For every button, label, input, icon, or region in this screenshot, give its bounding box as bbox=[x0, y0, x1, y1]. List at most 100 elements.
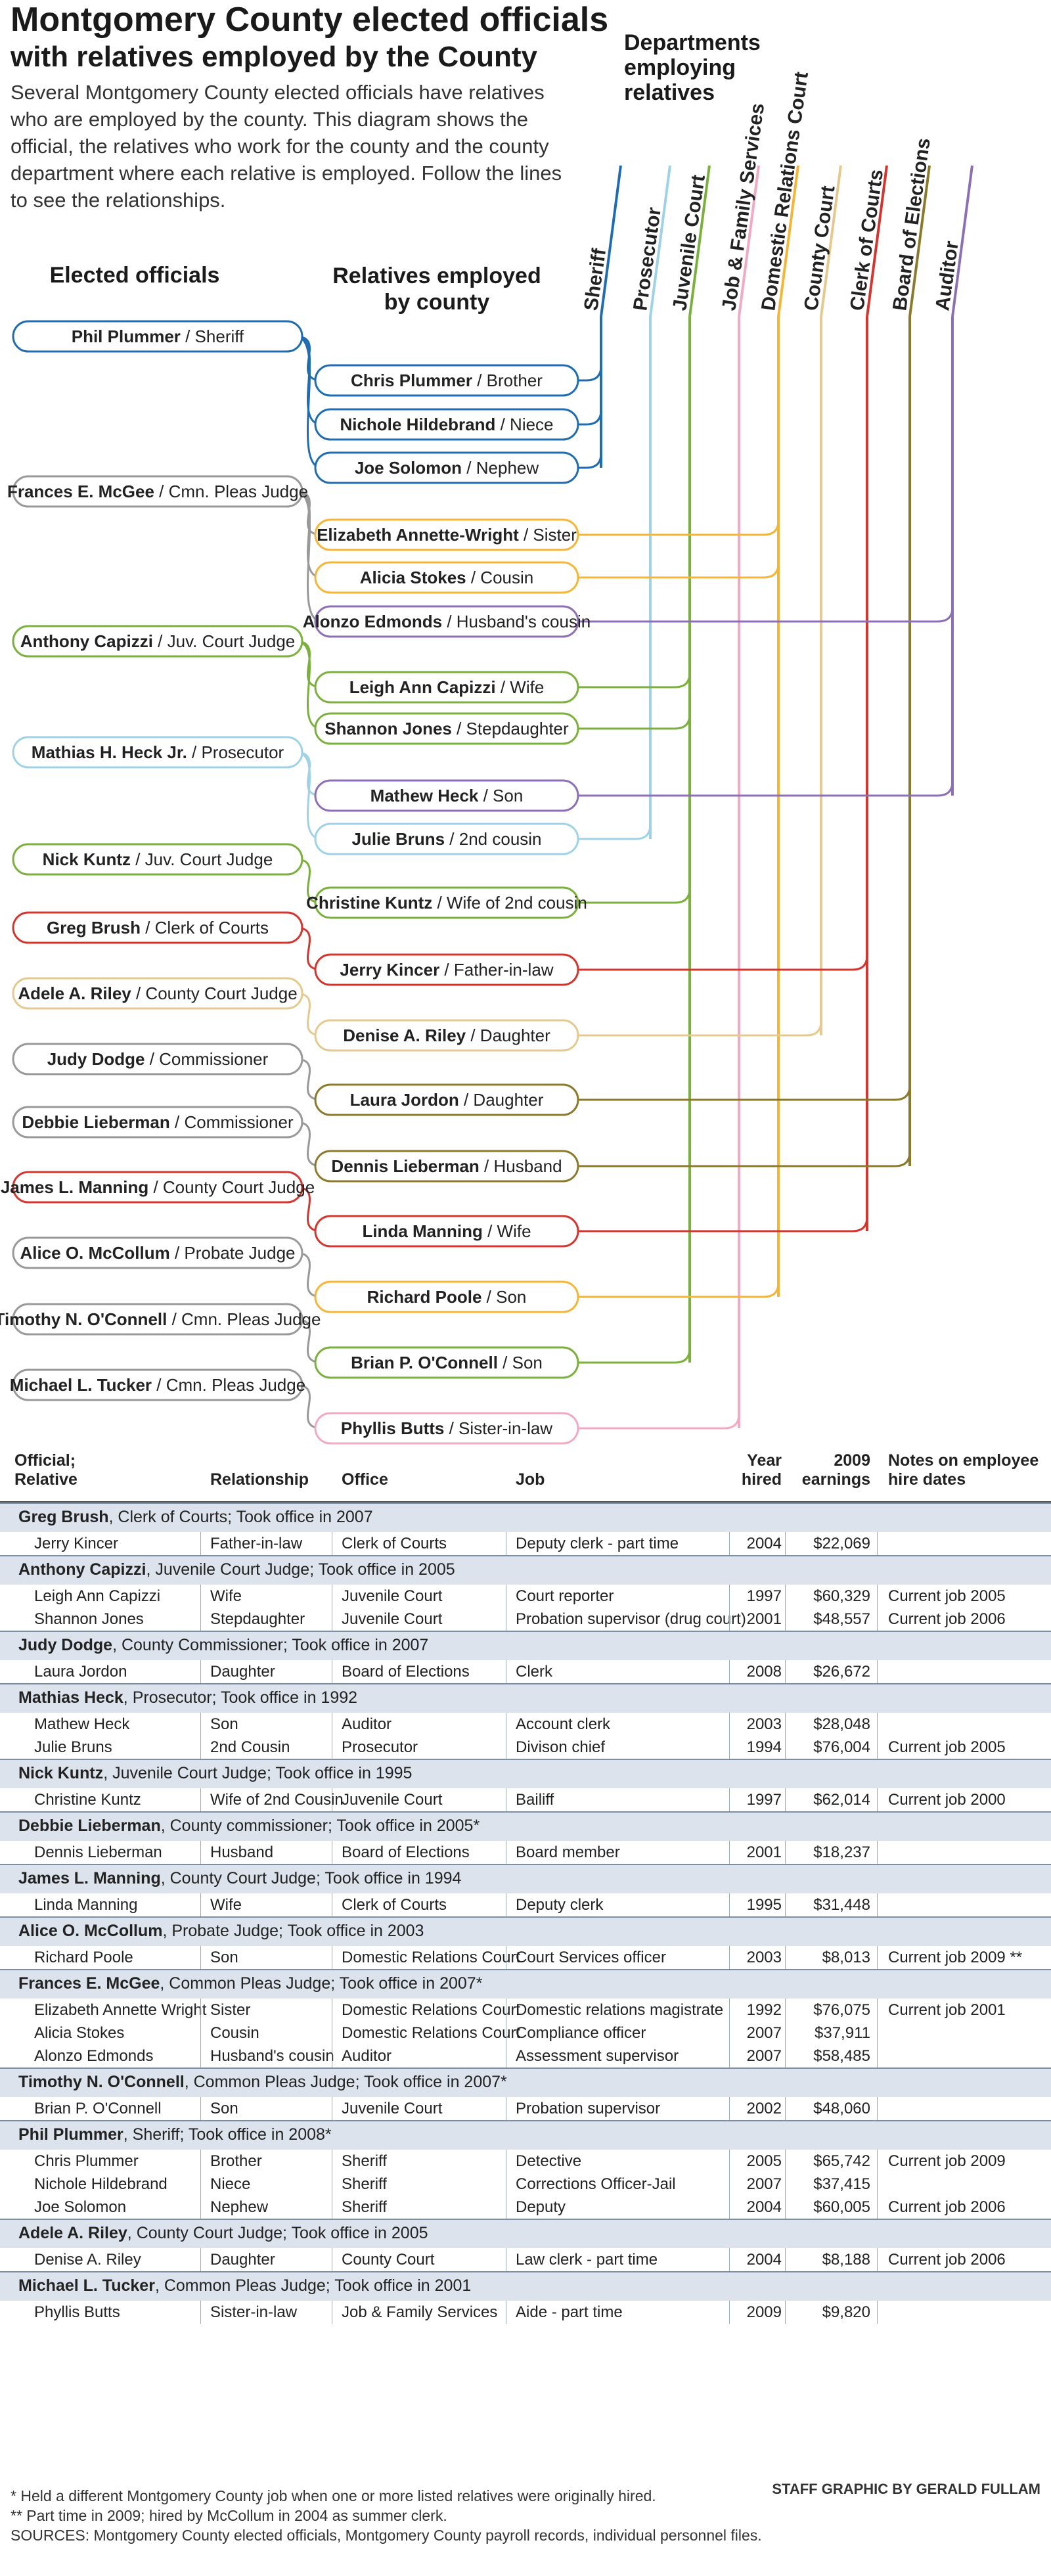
column-divider bbox=[877, 1736, 878, 1759]
cell-relationship: Cousin bbox=[210, 2024, 259, 2042]
relative-jerry-kincer: Jerry Kincer / Father-in-law bbox=[314, 953, 579, 986]
dept-label-board-of-elections: Board of Elections bbox=[889, 137, 935, 312]
link-relative-dept bbox=[571, 888, 691, 904]
pill-name: Adele A. Riley bbox=[18, 983, 131, 1003]
cell-job: Court Services officer bbox=[516, 1949, 666, 1966]
cell-relationship: 2nd Cousin bbox=[210, 1738, 290, 1756]
cell-year: 1994 bbox=[746, 1738, 782, 1756]
link-official-relative bbox=[295, 1058, 323, 1101]
link-relative-dept bbox=[571, 713, 691, 730]
relative-denise-a-riley: Denise A. Riley / Daughter bbox=[314, 1019, 579, 1052]
pill-role: / Prosecutor bbox=[187, 742, 284, 762]
pill-label: Michael L. Tucker / Cmn. Pleas Judge bbox=[10, 1375, 305, 1395]
column-divider bbox=[729, 1713, 730, 1736]
pill-outline bbox=[314, 1150, 579, 1183]
pill-role: / Juv. Court Judge bbox=[131, 849, 273, 869]
pill-outline bbox=[12, 977, 303, 1010]
intro-text: Several Montgomery County elected offici… bbox=[11, 81, 562, 212]
cell-year: 2007 bbox=[746, 2024, 782, 2042]
pill-role: / Cmn. Pleas Judge bbox=[152, 1375, 305, 1395]
column-divider bbox=[785, 2248, 786, 2271]
cell-year: 2009 bbox=[746, 2303, 782, 2321]
column-divider bbox=[729, 2301, 730, 2324]
official-debbie-lieberman: Debbie Lieberman / Commissioner bbox=[12, 1106, 303, 1139]
pill-outline bbox=[314, 886, 579, 919]
cell-job: Probation supervisor bbox=[516, 2100, 661, 2117]
pill-role: / County Court Judge bbox=[148, 1177, 315, 1197]
pill-name: Mathew Heck bbox=[370, 786, 479, 805]
pill-outline bbox=[12, 320, 303, 353]
cell-earnings: $62,014 bbox=[813, 1791, 870, 1809]
cell-relative: Jerry Kincer bbox=[34, 1535, 119, 1552]
cell-job: Account clerk bbox=[516, 1715, 611, 1733]
pill-outline bbox=[314, 1412, 579, 1445]
section-official: Anthony Capizzi bbox=[18, 1560, 146, 1579]
link-official-relative bbox=[295, 926, 323, 971]
pill-role: / Daughter bbox=[466, 1026, 550, 1045]
link-relative-dept bbox=[571, 1020, 822, 1037]
pill-outline bbox=[314, 1019, 579, 1052]
column-divider bbox=[785, 2196, 786, 2219]
section-info: , County Court Judge; Took office in 199… bbox=[160, 1869, 462, 1887]
pill-label: Leigh Ann Capizzi / Wife bbox=[349, 677, 545, 697]
pill-name: Shannon Jones bbox=[324, 719, 452, 738]
column-divider bbox=[785, 1946, 786, 1969]
pill-name: Dennis Lieberman bbox=[331, 1156, 479, 1176]
section-official: Debbie Lieberman bbox=[18, 1817, 161, 1835]
pill-label: Mathias H. Heck Jr. / Prosecutor bbox=[32, 742, 284, 762]
link-relative-dept bbox=[571, 1085, 911, 1101]
relatives-heading: Relatives employed by county bbox=[332, 263, 541, 315]
dept-label-sheriff: Sheriff bbox=[580, 246, 610, 312]
pill-role: / Commissioner bbox=[145, 1049, 268, 1069]
pill-label: Phil Plummer / Sheriff bbox=[72, 327, 244, 346]
relationship-diagram: Sheriff Prosecutor Juvenile Court Job & Fam… bbox=[0, 70, 973, 1445]
footnotes: * Held a different Montgomery County job… bbox=[11, 2486, 762, 2545]
cell-relative: Dennis Lieberman bbox=[34, 1843, 162, 1861]
cell-earnings: $48,557 bbox=[813, 1610, 870, 1628]
pill-name: Chris Plummer bbox=[351, 371, 472, 390]
pill-name: Laura Jordon bbox=[350, 1090, 459, 1110]
cell-job: Probation supervisor (drug court) bbox=[516, 1610, 746, 1628]
pill-label: Julie Bruns / 2nd cousin bbox=[351, 829, 541, 849]
relative-nichole-hildebrand: Nichole Hildebrand / Niece bbox=[314, 408, 579, 441]
section-heading: Timothy N. O'Connell, Common Pleas Judge… bbox=[0, 2069, 1051, 2097]
section-info: , Juvenile Court Judge; Took office in 1… bbox=[103, 1764, 413, 1782]
th-earnings: earnings bbox=[801, 1470, 870, 1489]
section-info: , Probate Judge; Took office in 2003 bbox=[162, 1922, 424, 1940]
pill-name: Alice O. McCollum bbox=[20, 1243, 169, 1263]
table-section: Nick Kuntz, Juvenile Court Judge; Took o… bbox=[0, 1759, 1051, 1811]
column-divider bbox=[200, 1893, 201, 1916]
section-info: , Juvenile Court Judge; Took office in 2… bbox=[146, 1560, 455, 1579]
pill-outline bbox=[314, 518, 579, 551]
link-relative-dept bbox=[571, 520, 780, 536]
cell-relationship: Son bbox=[210, 1949, 238, 1966]
cell-relative: Phyllis Butts bbox=[34, 2303, 120, 2321]
cell-relationship: Sister bbox=[210, 2001, 251, 2019]
cell-relative: Brian P. O'Connell bbox=[34, 2100, 162, 2117]
pill-role: / Cmn. Pleas Judge bbox=[154, 482, 308, 501]
dept-slant-board-of-elections bbox=[908, 165, 931, 317]
title-line-1: Montgomery County elected officials bbox=[11, 1, 609, 39]
pill-label: Nichole Hildebrand / Niece bbox=[340, 415, 553, 434]
column-divider bbox=[877, 2248, 878, 2271]
table-section: Adele A. Riley, County Court Judge; Took… bbox=[0, 2219, 1051, 2271]
link-relative-dept bbox=[571, 1413, 740, 1430]
cell-job: Court reporter bbox=[516, 1587, 614, 1605]
column-divider bbox=[200, 2301, 201, 2324]
cell-office: Domestic Relations Court bbox=[342, 2024, 521, 2042]
column-divider bbox=[729, 2097, 730, 2120]
official-anthony-capizzi: Anthony Capizzi / Juv. Court Judge bbox=[12, 625, 303, 658]
cell-relationship: Husband bbox=[210, 1843, 274, 1861]
cell-relative: Alonzo Edmonds bbox=[34, 2047, 154, 2065]
cell-relative: Julie Bruns bbox=[34, 1738, 112, 1756]
pill-outline bbox=[314, 712, 579, 745]
column-divider bbox=[729, 2173, 730, 2196]
section-info: , Common Pleas Judge; Took office in 200… bbox=[160, 1974, 483, 1993]
cell-relative: Shannon Jones bbox=[34, 1610, 144, 1628]
cell-job: Bailiff bbox=[516, 1791, 554, 1809]
pill-outline bbox=[12, 625, 303, 658]
column-divider bbox=[200, 2173, 201, 2196]
pill-outline bbox=[314, 823, 579, 855]
cell-earnings: $9,820 bbox=[822, 2303, 870, 2321]
cell-earnings: $37,415 bbox=[813, 2175, 870, 2193]
